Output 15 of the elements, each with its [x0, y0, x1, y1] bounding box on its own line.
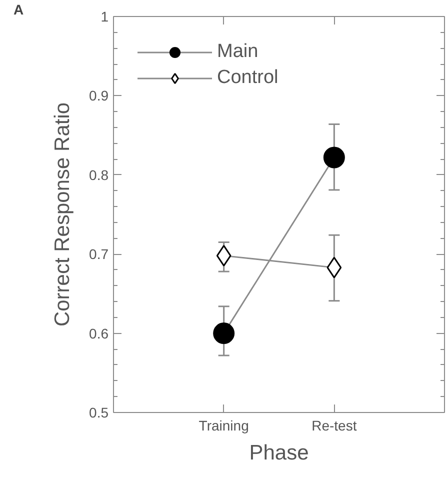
y-tick-label: 0.9 [89, 88, 109, 104]
x-tick-label: Re-test [312, 418, 357, 434]
point [323, 146, 345, 168]
x-axis-title: Phase [249, 442, 309, 464]
legend-label: Control [217, 67, 278, 89]
y-tick-label: 0.6 [89, 325, 109, 342]
point [213, 322, 235, 344]
x-tick-label: Training [198, 418, 249, 434]
y-tick-label: 0.8 [89, 166, 109, 183]
text: A [14, 2, 24, 18]
y-tick-label: 0.7 [89, 246, 109, 262]
legend-label: Main [217, 41, 258, 63]
y-axis-title: Correct Response Ratio [51, 102, 74, 327]
y-tick-label: 1 [100, 8, 109, 24]
y-tick-label: 0.5 [89, 404, 109, 420]
